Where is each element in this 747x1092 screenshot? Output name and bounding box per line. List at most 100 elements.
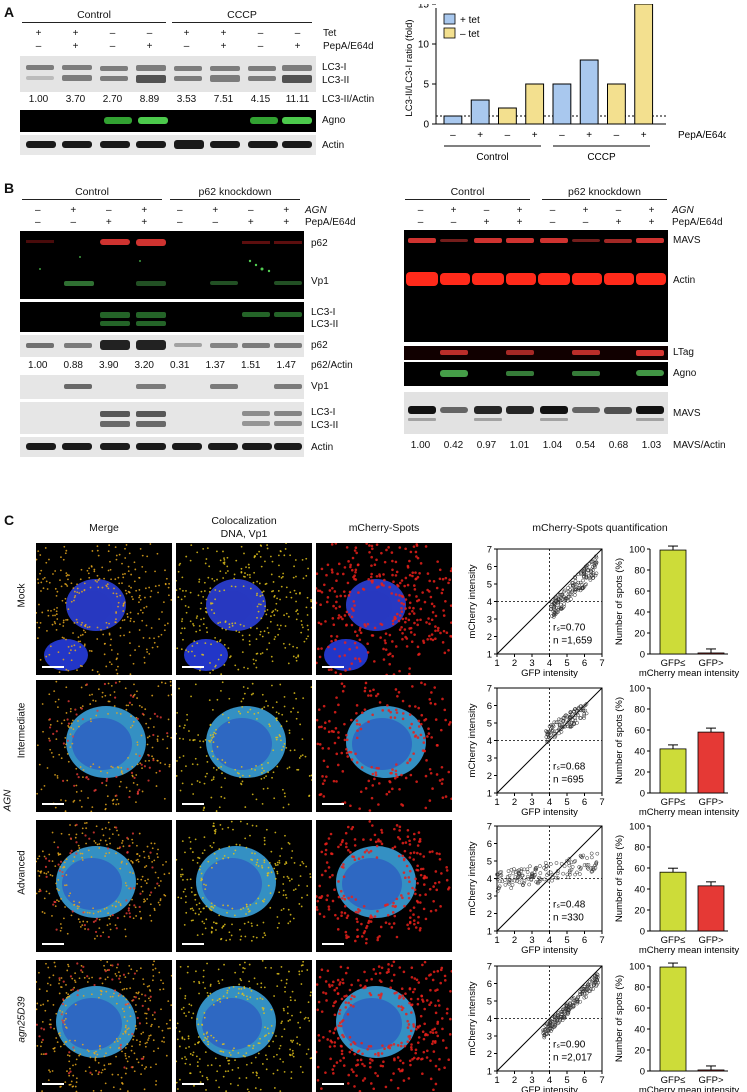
spot bbox=[199, 607, 202, 610]
spot bbox=[116, 966, 118, 969]
data-point bbox=[511, 871, 515, 876]
spot bbox=[266, 544, 269, 546]
blot-label-lc3i-gray: LC3-I bbox=[311, 407, 336, 418]
spot bbox=[52, 974, 55, 977]
spot bbox=[202, 981, 205, 984]
spot bbox=[135, 991, 138, 994]
spot bbox=[293, 749, 296, 752]
spot bbox=[212, 841, 215, 844]
spot bbox=[222, 857, 225, 860]
spot bbox=[363, 1077, 367, 1080]
spot bbox=[141, 890, 144, 893]
spot bbox=[256, 717, 258, 720]
data-point bbox=[549, 1019, 554, 1024]
spot bbox=[146, 898, 149, 900]
spot bbox=[442, 609, 445, 612]
spot bbox=[347, 1001, 350, 1005]
spot bbox=[57, 706, 59, 709]
spot bbox=[116, 847, 119, 850]
spot bbox=[298, 1043, 301, 1046]
data-point bbox=[498, 870, 502, 875]
spot bbox=[62, 980, 65, 983]
spot bbox=[391, 904, 395, 908]
spot bbox=[138, 704, 141, 707]
spot bbox=[363, 689, 367, 693]
spot bbox=[347, 935, 350, 939]
spot bbox=[374, 773, 378, 777]
spot bbox=[289, 920, 292, 923]
spot bbox=[261, 591, 264, 594]
spot bbox=[390, 551, 394, 554]
rs-annotation: rₛ=0.90 bbox=[553, 1039, 586, 1050]
spot bbox=[88, 911, 91, 914]
data-point bbox=[579, 704, 583, 708]
micrograph bbox=[176, 960, 312, 1092]
spot bbox=[321, 746, 325, 750]
spot bbox=[70, 600, 73, 603]
spot bbox=[274, 608, 277, 611]
spot bbox=[183, 1038, 186, 1041]
spot bbox=[125, 899, 128, 902]
data-point bbox=[591, 571, 596, 576]
spot bbox=[258, 550, 261, 553]
spot bbox=[153, 909, 156, 912]
spot bbox=[355, 712, 358, 715]
spot bbox=[218, 806, 221, 809]
spot bbox=[45, 580, 48, 583]
spot bbox=[66, 932, 69, 935]
spot bbox=[41, 1020, 44, 1023]
spot bbox=[297, 655, 300, 658]
spot bbox=[302, 577, 305, 580]
spot bbox=[351, 556, 355, 560]
spot bbox=[59, 1009, 61, 1012]
data-point bbox=[567, 861, 571, 865]
spot bbox=[226, 992, 229, 994]
spot bbox=[263, 836, 266, 839]
spot bbox=[430, 633, 434, 636]
spot bbox=[62, 619, 65, 622]
nucleus bbox=[196, 986, 276, 1058]
spot bbox=[125, 786, 128, 789]
spot bbox=[145, 1017, 148, 1020]
spot bbox=[75, 823, 78, 826]
spot bbox=[271, 706, 274, 709]
spot bbox=[334, 607, 338, 610]
spot bbox=[310, 599, 312, 601]
spot bbox=[124, 547, 126, 550]
spot bbox=[406, 566, 410, 569]
spot bbox=[377, 838, 380, 841]
spot bbox=[408, 713, 412, 716]
spot bbox=[41, 611, 44, 614]
spot bbox=[441, 577, 445, 581]
data-point bbox=[567, 715, 572, 720]
x-tick-label: 4 bbox=[547, 935, 552, 946]
spot bbox=[433, 881, 437, 885]
nucleus bbox=[44, 639, 88, 671]
spot bbox=[154, 871, 157, 874]
spot bbox=[390, 979, 394, 982]
spot bbox=[323, 779, 326, 782]
spot bbox=[87, 797, 89, 799]
spot bbox=[124, 935, 127, 938]
spot bbox=[36, 612, 38, 614]
spot bbox=[338, 1012, 341, 1015]
spot bbox=[270, 850, 273, 853]
spot bbox=[300, 631, 303, 634]
spot bbox=[332, 623, 336, 627]
spot bbox=[60, 977, 63, 979]
spot bbox=[435, 888, 439, 892]
spot bbox=[385, 971, 389, 974]
spot bbox=[426, 638, 429, 641]
x-sign-label: – bbox=[505, 130, 511, 141]
spot bbox=[56, 846, 60, 849]
spot bbox=[88, 694, 91, 697]
spot bbox=[115, 927, 118, 930]
spot bbox=[261, 594, 264, 597]
spot bbox=[139, 910, 141, 913]
spot bbox=[288, 729, 291, 732]
spot bbox=[127, 972, 130, 975]
spot bbox=[53, 690, 56, 693]
spot bbox=[359, 984, 362, 987]
data-point bbox=[589, 851, 594, 856]
spot bbox=[257, 897, 260, 900]
